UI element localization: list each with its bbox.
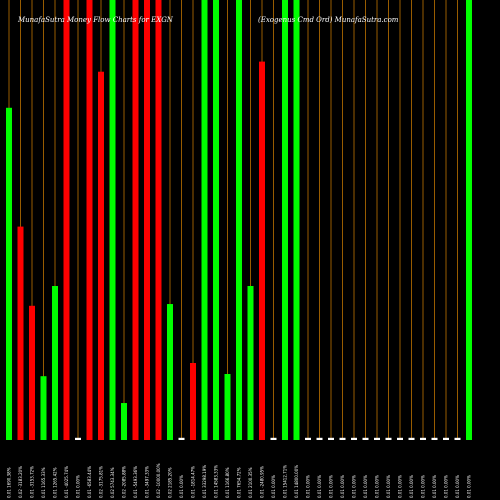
x-tick-label-14: 0.02 -10000.00% bbox=[156, 463, 161, 498]
bar-27 bbox=[305, 437, 311, 440]
x-tick-label-29: 0.01 0.00% bbox=[329, 475, 334, 498]
x-tick-label-2: 0.02 -3183.20% bbox=[18, 466, 23, 498]
x-tick-label-18: 0.01 33298.19% bbox=[202, 465, 207, 498]
bar-19 bbox=[213, 0, 219, 440]
x-tick-label-6: 0.01 -4025.74% bbox=[64, 466, 69, 498]
x-tick-label-1: 0.01 1690.38% bbox=[7, 467, 12, 498]
x-tick-label-25: 0.01 15412.71% bbox=[283, 465, 288, 498]
x-tick-label-15: 0.02 2185.20% bbox=[168, 467, 173, 498]
x-tick-label-13: 0.01 -3497.33% bbox=[145, 466, 150, 498]
x-tick-label-28: 0.01 0.00% bbox=[317, 475, 322, 498]
bar-28 bbox=[316, 437, 323, 440]
bar-12 bbox=[132, 0, 139, 440]
x-tick-label-7: 0.01 0.00% bbox=[76, 475, 81, 498]
x-tick-label-3: 0.01 -3153.72% bbox=[30, 466, 35, 498]
x-tick-label-22: 0.01 2100.35% bbox=[248, 467, 253, 498]
bar-4 bbox=[40, 376, 47, 440]
bar-36 bbox=[408, 437, 415, 440]
x-tick-label-10: 0.02 5743.34% bbox=[110, 467, 115, 498]
bar-39 bbox=[443, 437, 449, 440]
x-tick-label-21: 0.01 7654.72% bbox=[237, 467, 242, 498]
x-tick-label-41: 0.01 0.00% bbox=[467, 475, 472, 498]
x-tick-label-26: 0.01 14800.00% bbox=[294, 465, 299, 498]
x-tick-label-24: 0.01 0.00% bbox=[271, 475, 276, 498]
x-tick-label-4: 0.01 1165.33% bbox=[41, 467, 46, 498]
bar-38 bbox=[431, 437, 438, 440]
x-tick-label-8: 0.01 -6583.44% bbox=[87, 466, 92, 498]
x-tick-label-11: 0.02 -2085.88% bbox=[122, 466, 127, 498]
x-tick-label-23: 0.01 -2480.95% bbox=[260, 466, 265, 498]
chart-title-left: MunafaSutra Money Flow Charts for EXGN bbox=[17, 16, 174, 24]
x-tick-label-19: 0.01 14583.33% bbox=[214, 465, 219, 498]
x-tick-label-9: 0.02 -3175.81% bbox=[99, 466, 104, 498]
bar-16 bbox=[178, 437, 185, 440]
bar-30 bbox=[339, 437, 346, 440]
bar-31 bbox=[351, 437, 357, 440]
x-tick-label-27: 0.01 0.00% bbox=[306, 475, 311, 498]
bar-2 bbox=[17, 226, 24, 440]
bar-29 bbox=[328, 437, 334, 440]
x-tick-label-17: 0.01 -1814.47% bbox=[191, 466, 196, 498]
bar-25 bbox=[282, 0, 288, 440]
x-tick-label-39: 0.01 0.00% bbox=[444, 475, 449, 498]
bar-41 bbox=[466, 0, 472, 440]
x-tick-label-16: 0.01 0.00% bbox=[179, 475, 184, 498]
bar-14 bbox=[155, 0, 162, 440]
x-tick-label-40: 0.01 0.00% bbox=[455, 475, 460, 498]
bar-21 bbox=[236, 0, 242, 440]
x-tick-label-20: 0.01 1166.80% bbox=[225, 467, 230, 498]
x-tick-label-12: 0.01 -5493.36% bbox=[133, 466, 138, 498]
bar-34 bbox=[385, 437, 392, 440]
bar-6 bbox=[63, 0, 70, 440]
bar-22 bbox=[247, 286, 254, 440]
bar-1 bbox=[6, 107, 12, 441]
x-tick-label-37: 0.01 0.00% bbox=[421, 475, 426, 498]
bar-20 bbox=[224, 374, 231, 440]
bar-9 bbox=[98, 71, 104, 440]
bar-17 bbox=[190, 363, 196, 440]
x-tick-label-34: 0.01 0.00% bbox=[386, 475, 391, 498]
bar-23 bbox=[259, 61, 265, 440]
bar-11 bbox=[121, 403, 127, 440]
x-tick-label-38: 0.01 0.00% bbox=[432, 475, 437, 498]
x-tick-labels: 0.01 1690.38% 0.02 -3183.20% 0.01 -3153.72… bbox=[7, 463, 472, 498]
bar-24 bbox=[270, 437, 277, 440]
bar-7 bbox=[75, 437, 81, 440]
bar-18 bbox=[201, 0, 208, 440]
x-tick-label-35: 0.01 0.00% bbox=[398, 475, 403, 498]
bar-10 bbox=[109, 0, 116, 440]
bar-40 bbox=[454, 437, 461, 440]
bar-8 bbox=[86, 0, 93, 440]
x-tick-label-36: 0.01 0.00% bbox=[409, 475, 414, 498]
bar-3 bbox=[29, 305, 35, 440]
x-tick-label-33: 0.01 0.00% bbox=[375, 475, 380, 498]
bar-13 bbox=[144, 0, 150, 440]
x-tick-label-30: 0.01 0.00% bbox=[340, 475, 345, 498]
x-tick-label-31: 0.01 0.00% bbox=[352, 475, 357, 498]
bar-5 bbox=[52, 286, 58, 440]
bar-35 bbox=[397, 437, 403, 440]
bar-26 bbox=[293, 0, 300, 440]
bar-37 bbox=[420, 437, 426, 440]
x-tick-label-5: 0.01 1265.42% bbox=[53, 467, 58, 498]
bar-33 bbox=[374, 437, 380, 440]
chart-title-right: (Exogenus Cmd Ord) MunafaSutra.com bbox=[258, 16, 399, 24]
bar-32 bbox=[362, 437, 369, 440]
bar-series bbox=[6, 0, 472, 441]
x-tick-label-32: 0.01 0.00% bbox=[363, 475, 368, 498]
bar-15 bbox=[167, 304, 173, 440]
